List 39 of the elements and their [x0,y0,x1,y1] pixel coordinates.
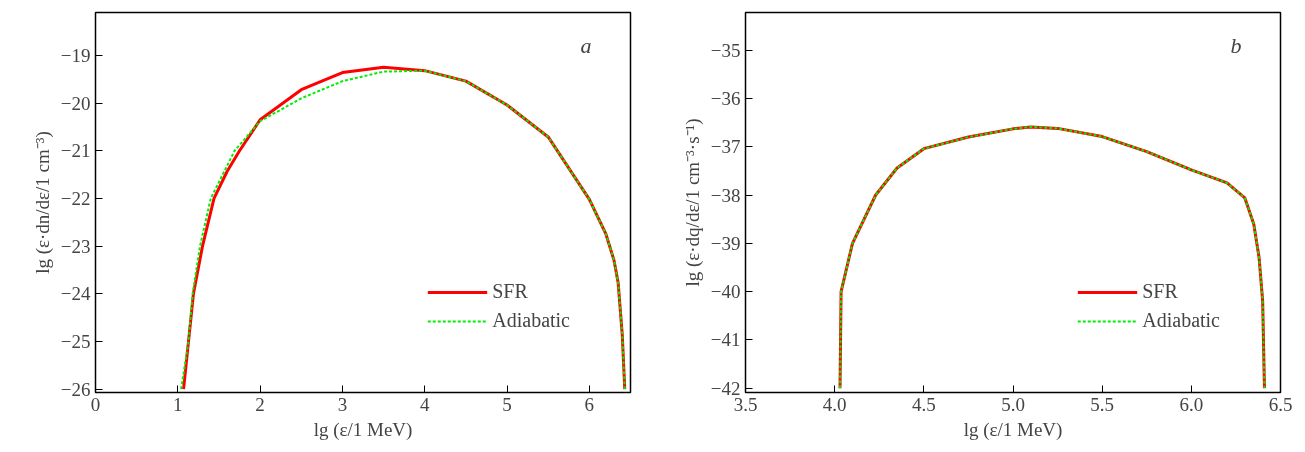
y-tick-label: −39 [710,232,741,254]
x-axis-title: lg (ε/1 MeV) [963,418,1063,441]
y-tick-label: −41 [710,329,741,351]
legend-label: SFR [492,280,528,303]
x-tick-label: 6 [584,393,595,415]
annotation: a [580,32,592,58]
x-tick-label: 5.5 [1090,393,1115,415]
x-tick-label: 2 [255,393,265,415]
x-tick-label: 4.0 [822,393,847,415]
legend-label: SFR [1142,280,1178,303]
y-tick-label: −26 [60,378,91,400]
x-tick-label: 4 [419,393,430,415]
x-tick-label: 4.5 [911,393,936,415]
x-tick-label: 6.0 [1179,393,1204,415]
x-tick-label: 0 [90,393,101,415]
x-tick-label: 1 [173,393,183,415]
y-axis-title: lg (ε·dq/dε/1 cm⁻³·s⁻¹) [681,118,704,287]
y-tick-label: −38 [710,184,741,206]
x-tick-label: 6.5 [1268,393,1293,415]
y-tick-label: −24 [60,283,91,305]
annotation: b [1230,32,1242,58]
y-tick-label: −37 [710,136,741,158]
y-axis-title: lg (ε·dn/dε/1 cm⁻³) [31,131,54,274]
legend-label: Adiabatic [492,309,570,332]
legend-label: Adiabatic [1142,309,1220,332]
y-tick-label: −35 [710,39,741,61]
x-tick-label: 5 [502,393,512,415]
y-tick-label: −21 [60,140,91,162]
y-tick-label: −23 [60,235,91,257]
y-tick-label: −40 [710,281,741,303]
y-tick-label: −20 [60,92,91,114]
y-tick-label: −25 [60,330,91,352]
y-tick-label: −42 [710,377,741,399]
y-tick-label: −19 [60,44,91,66]
y-tick-label: −22 [60,187,91,209]
y-tick-label: −36 [710,87,741,109]
x-tick-label: 3 [337,393,348,415]
x-axis-title: lg (ε/1 MeV) [313,418,413,441]
x-tick-label: 5.0 [1001,393,1025,415]
